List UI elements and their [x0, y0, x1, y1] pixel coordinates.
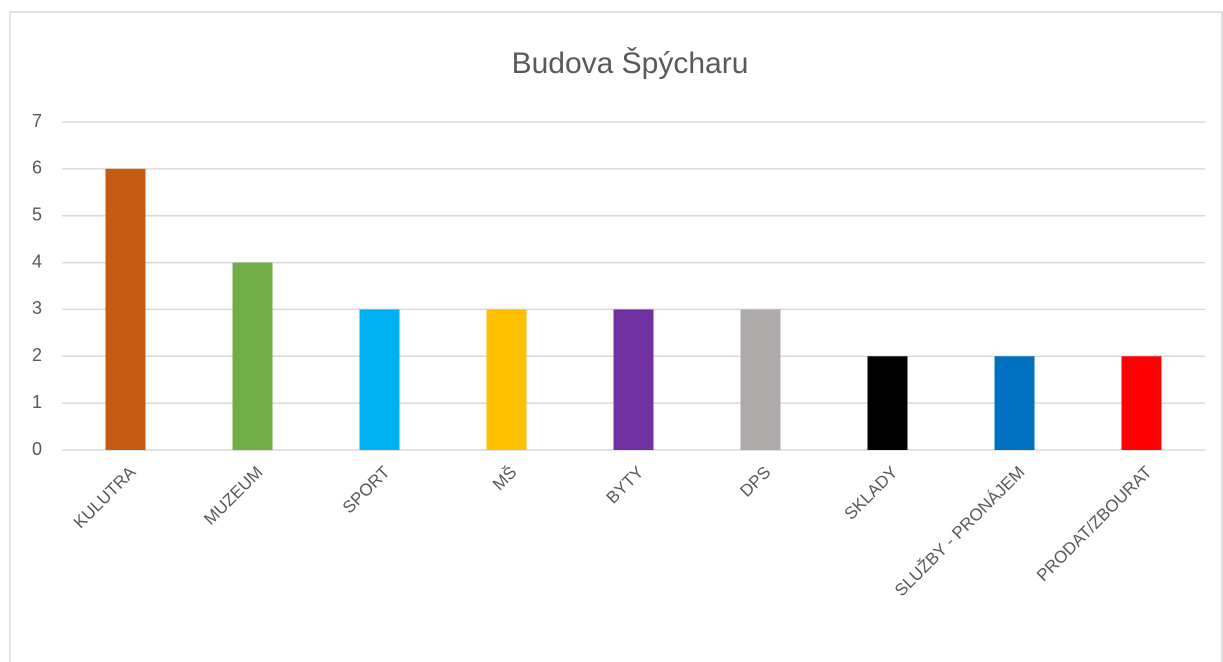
y-tick-label: 3	[32, 298, 42, 318]
bar	[613, 309, 654, 450]
bar	[232, 262, 273, 450]
bar	[105, 168, 146, 450]
bar	[867, 356, 908, 450]
y-tick-label: 7	[32, 111, 42, 131]
bar	[359, 309, 400, 450]
bar	[486, 309, 527, 450]
chart-title: Budova Špýcharu	[512, 46, 749, 80]
y-tick-label: 1	[32, 392, 42, 412]
y-tick-label: 5	[32, 204, 42, 224]
bar	[740, 309, 781, 450]
y-tick-label: 0	[32, 439, 42, 459]
bar	[1121, 356, 1162, 450]
y-tick-label: 2	[32, 345, 42, 365]
y-tick-label: 6	[32, 158, 42, 178]
bar	[994, 356, 1035, 450]
y-tick-label: 4	[32, 251, 42, 271]
